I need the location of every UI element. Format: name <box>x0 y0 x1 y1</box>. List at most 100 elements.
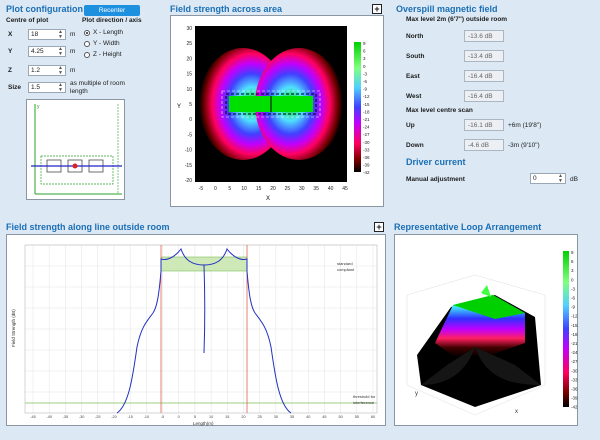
colorbar-tick-label: -36 <box>363 155 370 160</box>
x-tick-label: 40 <box>328 186 334 192</box>
driver-unit: dB <box>570 176 578 183</box>
colorbar-tick-label: -12 <box>363 94 370 99</box>
z-input[interactable]: 1.2 ▲ ▼ <box>28 65 66 76</box>
colorbar-tick-label: -21 <box>363 117 370 122</box>
field-area-title: Field strength across area <box>170 4 283 14</box>
colorbar-tick-label: -18 <box>571 332 578 337</box>
up-label: Up <box>406 122 415 129</box>
colorbar-tick-label: -39 <box>571 396 578 401</box>
colorbar-tick-label: 3 <box>363 56 366 61</box>
x-label: X <box>8 31 13 38</box>
radio-y-width[interactable]: Y - Width <box>84 40 120 47</box>
x-tick-label: 40 <box>306 415 310 419</box>
svg-text:y: y <box>37 104 40 110</box>
x-tick-label: 15 <box>256 186 262 192</box>
x-unit: m <box>70 31 76 38</box>
x-tick-label: -15 <box>127 415 133 419</box>
loop-y-label: y <box>415 391 418 397</box>
colorbar-tick-label: -9 <box>363 87 367 92</box>
x-tick-label: 10 <box>241 186 247 192</box>
loop-title: Representative Loop Arrangement <box>394 222 542 232</box>
radio-x-length[interactable]: X - Length <box>84 29 123 36</box>
colorbar-tick-label: 0 <box>571 277 574 282</box>
x-tick-label: 45 <box>322 415 326 419</box>
line-plot-y-label: Field Strength (dB) <box>11 309 16 347</box>
east-label: East <box>406 73 420 80</box>
y-tick-label: -5 <box>188 132 193 138</box>
x-tick-label: 50 <box>339 415 343 419</box>
y-tick-label: -10 <box>185 148 192 154</box>
x-input[interactable]: 18 ▲ ▼ <box>28 29 66 40</box>
expand-plus-icon[interactable]: + <box>372 4 382 14</box>
colorbar-tick-label: 9 <box>363 41 366 46</box>
y-tick-label: 5 <box>189 102 192 108</box>
colorbar-tick-label: 9 <box>571 250 574 255</box>
colorbar-tick-label: -33 <box>363 147 370 152</box>
size-input[interactable]: 1.5 ▲ ▼ <box>28 82 66 93</box>
x-tick-label: 30 <box>274 415 278 419</box>
spinner-arrows-icon[interactable]: ▲ ▼ <box>58 81 63 93</box>
expand-plus-icon[interactable]: + <box>374 222 384 232</box>
threshold-label-1: threshold for <box>353 394 376 399</box>
x-tick-label: -20 <box>111 415 117 419</box>
y-label: Y <box>8 48 13 55</box>
line-plot-title: Field strength along line outside room <box>6 222 170 232</box>
x-tick-label: -25 <box>95 415 101 419</box>
y-input[interactable]: 4.25 ▲ ▼ <box>28 46 66 57</box>
recenter-button[interactable]: Recenter <box>84 5 140 16</box>
y-tick-label: 20 <box>186 56 192 62</box>
colorbar-tick-label: -36 <box>571 387 578 392</box>
line-plot-x-label: Length(m) <box>193 421 214 426</box>
y-tick-label: 25 <box>186 41 192 47</box>
colorbar-tick-label: -33 <box>571 377 578 382</box>
colorbar-tick-label: -12 <box>571 314 578 319</box>
loop-3d-chart: 9 6 3 0 -3 -6 -9 -12 -15 -18 -21 -24 -27 -30 -33 -36 -39… <box>394 234 578 426</box>
y-tick-label: 0 <box>189 117 192 123</box>
standard-label-1: standard <box>337 261 353 266</box>
x-tick-label: -30 <box>79 415 85 419</box>
y-tick-label: -20 <box>185 178 192 184</box>
size-label: Size <box>8 84 22 91</box>
size-unit: as multiple of room length <box>70 80 125 95</box>
down-label: Down <box>406 142 424 149</box>
x-tick-label: 25 <box>285 186 291 192</box>
spinner-arrows-icon[interactable]: ▲ ▼ <box>58 64 63 76</box>
colorbar-tick-label: -30 <box>363 140 370 145</box>
down-value: -4.6 dB <box>464 139 504 151</box>
x-tick-label: 35 <box>290 415 294 419</box>
spinner-arrows-icon[interactable]: ▲ ▼ <box>558 172 563 184</box>
x-tick-label: 45 <box>342 186 348 192</box>
west-label: West <box>406 93 422 100</box>
x-tick-label: 15 <box>225 415 229 419</box>
x-tick-label: 35 <box>313 186 319 192</box>
colorbar-tick-label: -42 <box>363 170 370 175</box>
y-tick-label: 15 <box>186 72 192 78</box>
radio-icon[interactable] <box>84 51 90 58</box>
colorbar-tick-label: -15 <box>571 323 578 328</box>
up-extra: +6m (19'8") <box>508 122 542 129</box>
radio-icon[interactable] <box>84 40 90 47</box>
colorbar-tick-label: -24 <box>363 125 370 130</box>
threshold-label-2: interference <box>353 400 375 405</box>
line-plot-chart: -45 -40 -35 -30 -25 -20 -15 -10 -5 0 5 10 15 20 25 30 35… <box>6 234 386 426</box>
x-tick-label: 5 <box>194 415 196 419</box>
manual-adjustment-label: Manual adjustment <box>406 176 465 183</box>
east-value: -16.4 dB <box>464 70 504 82</box>
colorbar-tick-label: 6 <box>363 49 366 54</box>
max-level-label: Max level 2m (6'7") outside room <box>406 16 508 23</box>
radio-z-height[interactable]: Z - Height <box>84 51 122 58</box>
colorbar-tick-label: 6 <box>571 259 574 264</box>
y-tick-label: 30 <box>186 26 192 32</box>
spinner-arrows-icon[interactable]: ▲ ▼ <box>58 28 63 40</box>
driver-adjust-input[interactable]: 0 ▲ ▼ <box>530 173 566 184</box>
colorbar-tick-label: -6 <box>571 296 575 301</box>
x-tick-label: 25 <box>258 415 262 419</box>
spinner-arrows-icon[interactable]: ▲ ▼ <box>58 45 63 57</box>
north-label: North <box>406 33 424 40</box>
radio-selected-icon[interactable] <box>84 29 90 36</box>
x-tick-label: 60 <box>371 415 375 419</box>
x-tick-label: -35 <box>63 415 69 419</box>
y-tick-label: -15 <box>185 163 192 169</box>
x-tick-label: -45 <box>30 415 36 419</box>
colorbar-tick-label: -21 <box>571 341 578 346</box>
